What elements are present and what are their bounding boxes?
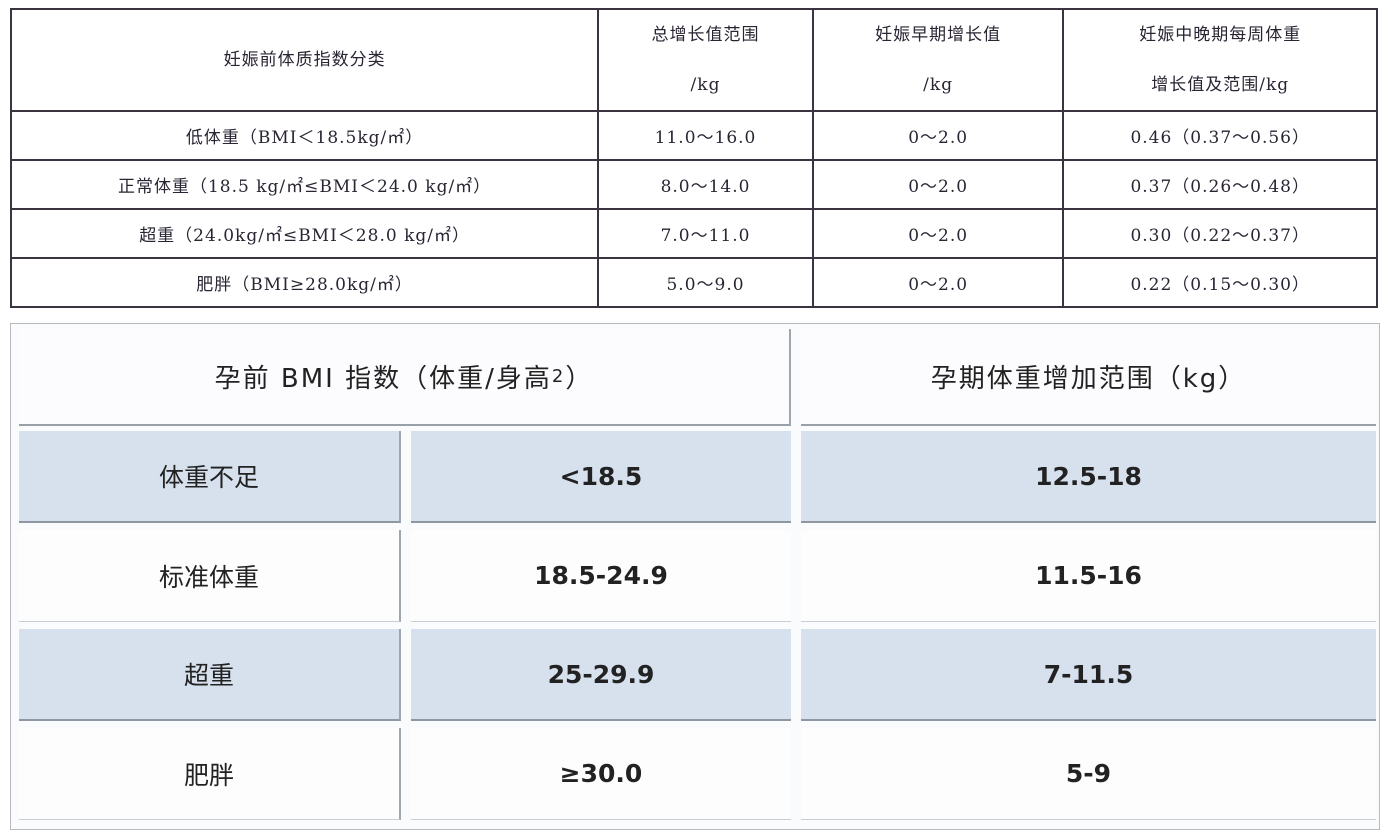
table1-header-cell: 妊娠中晚期每周体重 增长值及范围/kg bbox=[1062, 8, 1378, 112]
table-cell: 11.5-16 bbox=[801, 530, 1376, 622]
table-cell: 0～2.0 bbox=[811, 208, 1065, 259]
table-cell: 肥胖 bbox=[19, 728, 401, 820]
table-cell: 7.0～11.0 bbox=[597, 208, 814, 259]
table-cell: 体重不足 bbox=[19, 431, 401, 523]
table1-header-cell: 妊娠前体质指数分类 bbox=[9, 8, 600, 112]
table-cell: 8.0～14.0 bbox=[597, 159, 814, 210]
table-cell: 0.30（0.22～0.37） bbox=[1062, 208, 1378, 259]
table-cell: 11.0～16.0 bbox=[597, 110, 814, 161]
table1-header-row: 妊娠前体质指数分类 总增长值范围/kg 妊娠早期增长值/kg 妊娠中晚期每周体重… bbox=[9, 8, 1378, 112]
table-cell: 7-11.5 bbox=[801, 629, 1376, 721]
table-cell: 0～2.0 bbox=[811, 110, 1065, 161]
gestational-weight-gain-table: 妊娠前体质指数分类 总增长值范围/kg 妊娠早期增长值/kg 妊娠中晚期每周体重… bbox=[9, 8, 1378, 308]
table-cell: <18.5 bbox=[411, 431, 791, 523]
table-cell: 0.46（0.37～0.56） bbox=[1062, 110, 1378, 161]
table-cell: 12.5-18 bbox=[801, 431, 1376, 523]
table2-header-gain: 孕期体重增加范围（kg） bbox=[801, 329, 1376, 426]
table-cell: 肥胖（BMI≥28.0kg/㎡） bbox=[9, 257, 600, 308]
table1-header-cell: 总增长值范围/kg bbox=[597, 8, 814, 112]
table-cell: 标准体重 bbox=[19, 530, 401, 622]
table-cell: 低体重（BMI＜18.5kg/㎡） bbox=[9, 110, 600, 161]
table-cell: 0.37（0.26～0.48） bbox=[1062, 159, 1378, 210]
table1-header-cell: 妊娠早期增长值/kg bbox=[811, 8, 1065, 112]
table-row: 低体重（BMI＜18.5kg/㎡） 11.0～16.0 0～2.0 0.46（0.37… bbox=[9, 110, 1378, 161]
table-cell: 5-9 bbox=[801, 728, 1376, 820]
table-cell: 0～2.0 bbox=[811, 257, 1065, 308]
table-cell: 18.5-24.9 bbox=[411, 530, 791, 622]
table-cell: 超重 bbox=[19, 629, 401, 721]
table-cell: 0.22（0.15～0.30） bbox=[1062, 257, 1378, 308]
bmi-weight-gain-table: 孕前 BMI 指数（体重/身高 2） 孕期体重增加范围（kg） 体重不足 <18.… bbox=[10, 323, 1380, 830]
table-cell: 25-29.9 bbox=[411, 629, 791, 721]
table-row: 超重（24.0kg/㎡≤BMI＜28.0 kg/㎡） 7.0～11.0 0～2.0 0… bbox=[9, 208, 1378, 259]
table-cell: 5.0～9.0 bbox=[597, 257, 814, 308]
table2-header-bmi: 孕前 BMI 指数（体重/身高 2） bbox=[19, 329, 791, 426]
table-row: 肥胖（BMI≥28.0kg/㎡） 5.0～9.0 0～2.0 0.22（0.15～0.… bbox=[9, 257, 1378, 308]
table-cell: ≥30.0 bbox=[411, 728, 791, 820]
table-cell: 正常体重（18.5 kg/㎡≤BMI＜24.0 kg/㎡） bbox=[9, 159, 600, 210]
table-cell: 0～2.0 bbox=[811, 159, 1065, 210]
table-cell: 超重（24.0kg/㎡≤BMI＜28.0 kg/㎡） bbox=[9, 208, 600, 259]
table-row: 正常体重（18.5 kg/㎡≤BMI＜24.0 kg/㎡） 8.0～14.0 0～2… bbox=[9, 159, 1378, 210]
